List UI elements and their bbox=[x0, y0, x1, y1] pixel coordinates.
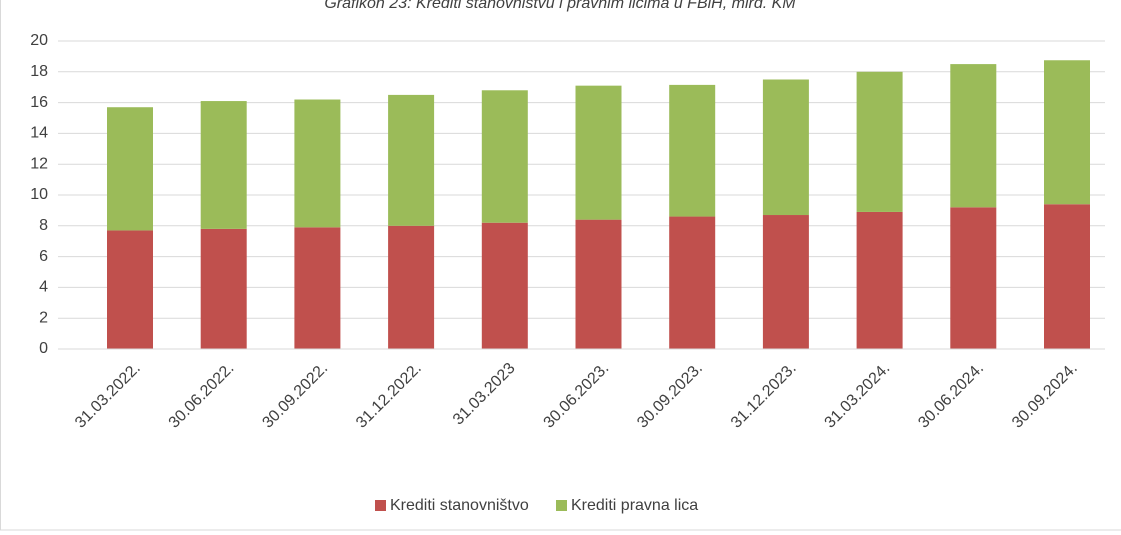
bar-segment bbox=[575, 85, 622, 220]
bar-segment bbox=[388, 94, 435, 226]
bar-segment bbox=[200, 228, 247, 349]
bar-segment bbox=[1044, 204, 1090, 349]
x-tick-label: 31.12.2023. bbox=[728, 360, 800, 432]
y-tick-label: 18 bbox=[30, 63, 48, 80]
y-tick-label: 4 bbox=[39, 279, 48, 296]
y-tick-label: 16 bbox=[30, 94, 48, 111]
x-tick-label: 31.12.2022. bbox=[353, 360, 425, 432]
y-tick-label: 0 bbox=[39, 340, 48, 357]
legend-label: Krediti pravna lica bbox=[571, 497, 698, 514]
x-tick-label: 30.09.2024. bbox=[1009, 360, 1081, 432]
y-tick-label: 12 bbox=[30, 155, 48, 172]
bar-segment bbox=[294, 227, 341, 349]
x-tick-label: 30.06.2024. bbox=[915, 360, 987, 432]
bar-segment bbox=[107, 107, 153, 231]
bar-segment bbox=[856, 211, 903, 349]
bar-segment bbox=[200, 101, 247, 229]
y-tick-label: 10 bbox=[30, 186, 48, 203]
bar-segment bbox=[107, 230, 153, 349]
chart-title: Grafikon 23: Krediti stanovništvu i prav… bbox=[324, 0, 796, 12]
bar-segment bbox=[762, 215, 809, 349]
bar-segment bbox=[575, 219, 622, 349]
y-tick-label: 20 bbox=[30, 32, 48, 49]
x-tick-label: 31.03.2023 bbox=[450, 360, 519, 429]
bar-segment bbox=[388, 225, 435, 349]
y-tick-label: 2 bbox=[39, 309, 48, 326]
bar-segment bbox=[950, 207, 997, 349]
legend-swatch bbox=[556, 500, 567, 511]
y-tick-label: 14 bbox=[30, 125, 48, 142]
bar-segment bbox=[669, 216, 716, 349]
bar-segment bbox=[481, 222, 528, 349]
x-tick-label: 30.09.2023. bbox=[634, 360, 706, 432]
y-tick-label: 8 bbox=[39, 217, 48, 234]
x-tick-label: 30.06.2022. bbox=[166, 360, 238, 432]
bar-segment bbox=[762, 79, 809, 216]
bar-segment bbox=[294, 99, 341, 228]
y-tick-label: 6 bbox=[39, 248, 48, 265]
x-tick-label: 30.09.2022. bbox=[259, 360, 331, 432]
bar-segment bbox=[1044, 60, 1090, 205]
bar-segment bbox=[481, 90, 528, 223]
x-tick-label: 30.06.2023. bbox=[541, 360, 613, 432]
bar-segment bbox=[856, 71, 903, 212]
bar-segment bbox=[669, 84, 716, 217]
x-tick-label: 31.03.2022. bbox=[72, 360, 144, 432]
legend-label: Krediti stanovništvo bbox=[390, 497, 529, 514]
bar-segment bbox=[950, 64, 997, 208]
x-tick-label: 31.03.2024. bbox=[822, 360, 894, 432]
legend-swatch bbox=[375, 500, 386, 511]
